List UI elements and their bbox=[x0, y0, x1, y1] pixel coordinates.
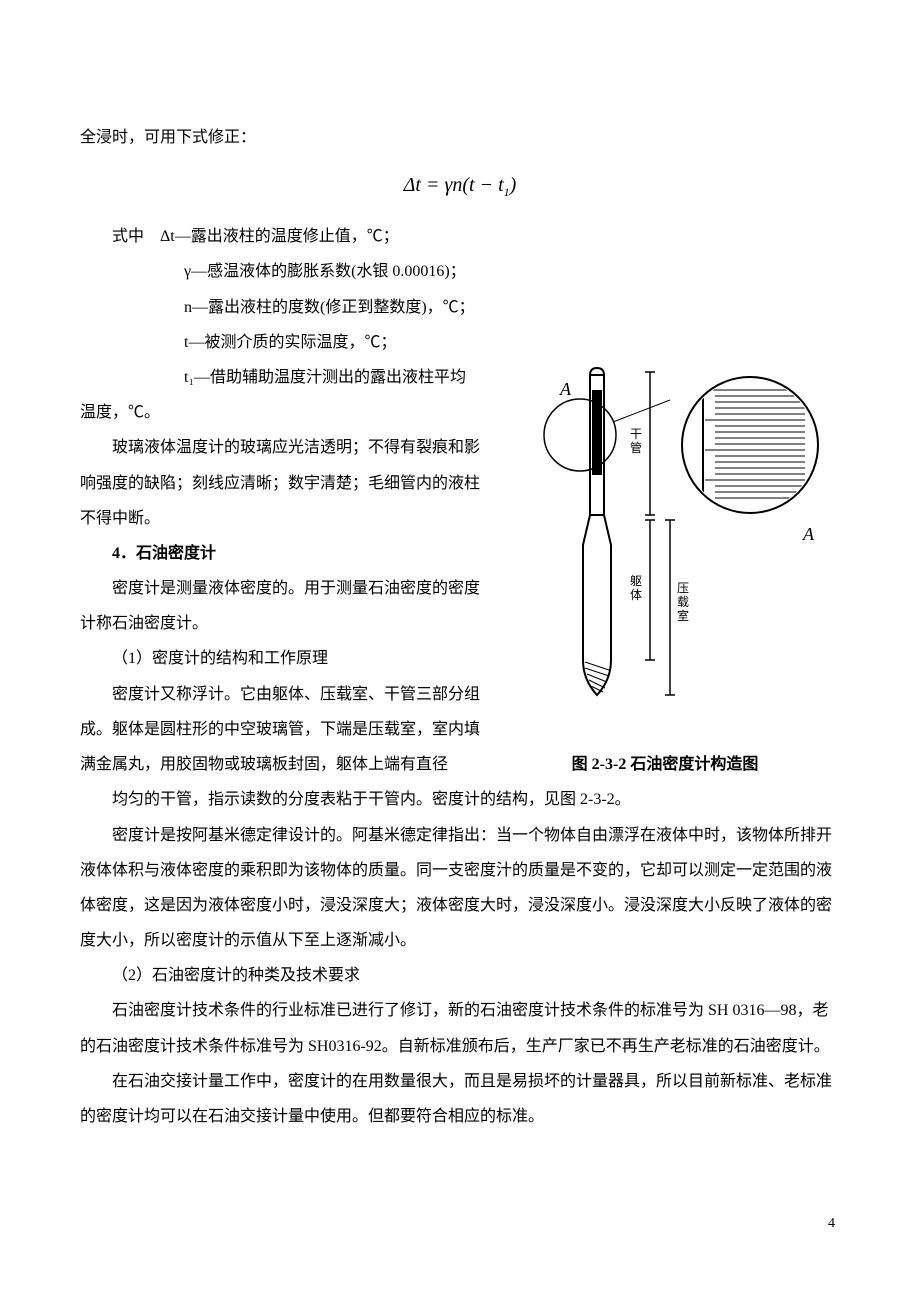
label-stem: 干 bbox=[630, 427, 642, 441]
heading-4: 4．石油密度计 bbox=[80, 536, 495, 571]
para-4: （1）密度计的结构和工作原理 bbox=[80, 641, 495, 676]
def-0: γ—感温液体的膨胀系数(水银 0.00016)； bbox=[80, 254, 840, 289]
label-A-bottom: A bbox=[802, 524, 815, 544]
para-8: （2）石油密度计的种类及技术要求 bbox=[80, 958, 840, 993]
para-2: 玻璃液体温度计的玻璃应光洁透明；不得有裂痕和影响强度的缺陷；刻线应清晰；数宇清楚… bbox=[80, 430, 495, 536]
svg-text:室: 室 bbox=[677, 608, 689, 623]
label-A-top: A bbox=[559, 379, 572, 399]
def-2: t—被测介质的实际温度，℃； bbox=[80, 325, 840, 360]
para-6: 均匀的干管，指示读数的分度表粘于干管内。密度计的结构，见图 2-3-2。 bbox=[80, 782, 840, 817]
para-1: 全浸时，可用下式修正： bbox=[80, 120, 840, 155]
left-text-column: t₁—借助辅助温度汁测出的露出液柱平均 温度，℃。 玻璃液体温度计的玻璃应光洁透… bbox=[80, 360, 495, 782]
hydrometer-figure: A bbox=[505, 360, 825, 730]
para-10: 在石油交接计量工作中，密度计的在用数量很大，而且是易损坏的计量器具，所以目前新标… bbox=[80, 1064, 840, 1134]
page-number: 4 bbox=[828, 1209, 835, 1240]
page: 全浸时，可用下式修正： Δt = γn(t − t1) 式中 Δt—露出液柱的温… bbox=[0, 0, 920, 1300]
svg-text:管: 管 bbox=[630, 440, 642, 455]
text-figure-row: t₁—借助辅助温度汁测出的露出液柱平均 温度，℃。 玻璃液体温度计的玻璃应光洁透… bbox=[80, 360, 840, 782]
para-7: 密度计是按阿基米德定律设计的。阿基米德定律指出：当一个物体自由漂浮在液体中时，该… bbox=[80, 818, 840, 959]
label-ballast: 压 bbox=[677, 581, 689, 595]
figure-wrap: A bbox=[505, 360, 825, 782]
def-1: n—露出液柱的度数(修正到整数度)，℃； bbox=[80, 290, 840, 325]
formula: Δt = γn(t − t1) bbox=[80, 163, 840, 207]
figure-caption: 图 2-3-2 石油密度计构造图 bbox=[505, 747, 825, 782]
svg-text:载: 载 bbox=[677, 595, 689, 609]
para-5: 密度计又称浮计。它由躯体、压载室、干管三部分组成。躯体是圆柱形的中空玻璃管，下端… bbox=[80, 677, 495, 783]
label-body: 躯 bbox=[630, 573, 642, 588]
svg-text:体: 体 bbox=[630, 588, 642, 602]
para-9: 石油密度计技术条件的行业标准已进行了修订，新的石油密度计技术条件的标准号为 SH… bbox=[80, 993, 840, 1063]
para-3: 密度计是测量液体密度的。用于测量石油密度的密度计称石油密度计。 bbox=[80, 571, 495, 641]
defs-intro: 式中 Δt—露出液柱的温度修止值，℃； bbox=[80, 219, 840, 254]
def-3: t₁—借助辅助温度汁测出的露出液柱平均 bbox=[80, 360, 495, 395]
defs-tail: 温度，℃。 bbox=[80, 395, 495, 430]
